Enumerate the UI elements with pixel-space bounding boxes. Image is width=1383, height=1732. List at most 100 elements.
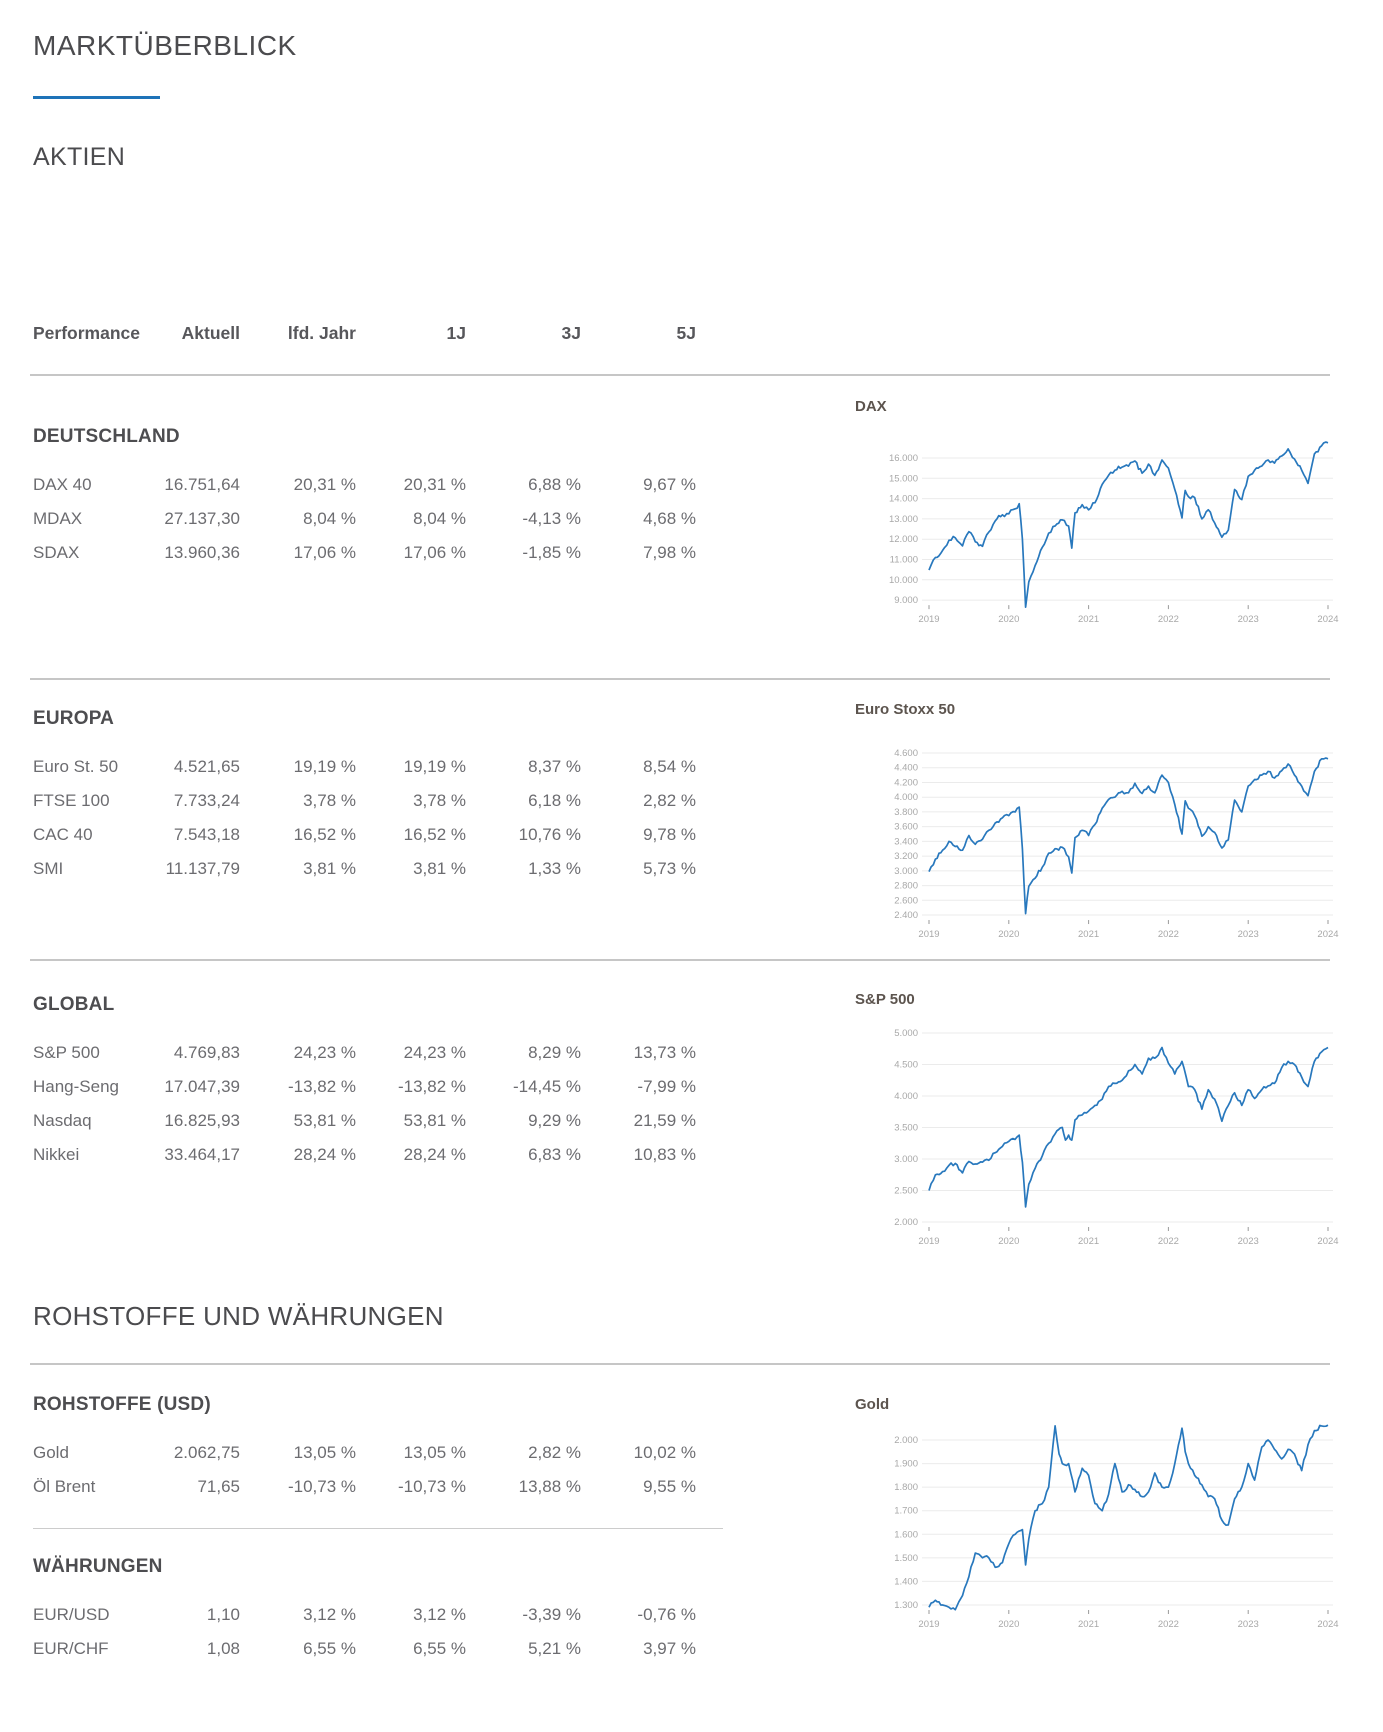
row-value: 10,76 % [518, 825, 581, 844]
svg-text:2.600: 2.600 [894, 895, 918, 906]
row-value: 16,52 % [293, 825, 356, 844]
svg-text:2024: 2024 [1317, 1619, 1338, 1630]
row-value: 16.825,93 [164, 1111, 240, 1130]
svg-text:2024: 2024 [1317, 614, 1338, 625]
header-performance: Performance [33, 323, 140, 343]
row-value: 9,78 % [643, 825, 696, 844]
row-value: 1,10 [206, 1605, 240, 1624]
svg-text:3.800: 3.800 [894, 807, 918, 818]
row-label: SMI [33, 859, 64, 878]
svg-text:1.500: 1.500 [894, 1553, 918, 1564]
row-label: DAX 40 [33, 475, 92, 494]
svg-text:2020: 2020 [998, 929, 1019, 940]
section-divider [30, 1363, 1330, 1365]
table-row: Nikkei 33.464,17 28,24 % 28,24 % 6,83 % 10,83… [33, 1138, 696, 1172]
table-row: Nasdaq 16.825,93 53,81 % 53,81 % 9,29 % 21,59… [33, 1104, 696, 1138]
row-value: 13,05 % [293, 1443, 356, 1462]
svg-text:2024: 2024 [1317, 929, 1338, 940]
row-label: Euro St. 50 [33, 757, 119, 776]
row-value: 16,52 % [403, 825, 466, 844]
svg-text:2019: 2019 [918, 929, 939, 940]
row-value: 27.137,30 [164, 509, 240, 528]
row-value: 6,18 % [528, 791, 581, 810]
svg-text:2022: 2022 [1158, 614, 1179, 625]
svg-text:2023: 2023 [1238, 1236, 1259, 1247]
chart-sp-500: S&P 500 5.000 4.500 4.000 3.500 3.000 2.500 2.… [855, 991, 1340, 1256]
row-value: 3,12 % [303, 1605, 356, 1624]
svg-text:1.900: 1.900 [894, 1459, 918, 1470]
row-value: 6,55 % [303, 1639, 356, 1658]
group-europa: EUROPA Euro St. 50 4.521,65 19,19 % 19,19 %… [33, 708, 696, 886]
row-value: -14,45 % [512, 1077, 581, 1096]
row-value: 3,78 % [303, 791, 356, 810]
row-value: 6,88 % [528, 475, 581, 494]
row-value: 5,21 % [528, 1639, 581, 1658]
table-row: SMI 11.137,79 3,81 % 3,81 % 1,33 % 5,73 % [33, 852, 696, 886]
row-value: 16.751,64 [164, 475, 240, 494]
svg-text:2.000: 2.000 [894, 1217, 918, 1228]
svg-text:4.000: 4.000 [894, 792, 918, 803]
row-value: -10,73 % [287, 1477, 356, 1496]
svg-text:1.800: 1.800 [894, 1482, 918, 1493]
svg-text:2020: 2020 [998, 1619, 1019, 1630]
svg-text:4.400: 4.400 [894, 763, 918, 774]
row-value: 8,04 % [413, 509, 466, 528]
row-value: 2,82 % [643, 791, 696, 810]
svg-text:2020: 2020 [998, 614, 1019, 625]
header-3j: 3J [561, 323, 581, 343]
row-value: 33.464,17 [164, 1145, 240, 1164]
row-value: 3,97 % [643, 1639, 696, 1658]
group-title: WÄHRUNGEN [33, 1556, 163, 1577]
row-value: 3,12 % [413, 1605, 466, 1624]
svg-text:13.000: 13.000 [889, 514, 918, 525]
row-label: MDAX [33, 509, 83, 528]
chart-title: Euro Stoxx 50 [855, 701, 956, 718]
table-row: DAX 40 16.751,64 20,31 % 20,31 % 6,88 % 9,67 … [33, 468, 696, 502]
table-rows: EUR/USD 1,10 3,12 % 3,12 % -3,39 % -0,76 % EUR… [33, 1598, 696, 1666]
table-row: Euro St. 50 4.521,65 19,19 % 19,19 % 8,37 % 8… [33, 750, 696, 784]
row-value: 13,88 % [518, 1477, 581, 1496]
row-value: 10,02 % [633, 1443, 696, 1462]
svg-text:11.000: 11.000 [890, 555, 918, 566]
table-rows: S&P 500 4.769,83 24,23 % 24,23 % 8,29 % 13,73… [33, 1036, 696, 1172]
row-label: FTSE 100 [33, 791, 110, 810]
svg-text:2020: 2020 [998, 1236, 1019, 1247]
svg-text:1.400: 1.400 [894, 1576, 918, 1587]
row-value: 8,37 % [528, 757, 581, 776]
svg-text:2022: 2022 [1158, 929, 1179, 940]
table-row: EUR/CHF 1,08 6,55 % 6,55 % 5,21 % 3,97 % [33, 1632, 696, 1666]
row-label: EUR/CHF [33, 1639, 109, 1658]
svg-text:2024: 2024 [1317, 1236, 1338, 1247]
table-row: Gold 2.062,75 13,05 % 13,05 % 2,82 % 10,02 % [33, 1436, 696, 1470]
group-deutschland: DEUTSCHLAND DAX 40 16.751,64 20,31 % 20,31 … [33, 426, 696, 570]
row-value: 53,81 % [293, 1111, 356, 1130]
svg-text:4.500: 4.500 [894, 1060, 918, 1071]
chart-title: DAX [855, 398, 887, 415]
chart-canvas-dax: 16.000 15.000 14.000 13.000 12.000 11.000 10.0… [889, 441, 1339, 625]
svg-text:2021: 2021 [1078, 1236, 1099, 1247]
group-title: EUROPA [33, 708, 115, 729]
svg-text:2.500: 2.500 [894, 1186, 918, 1197]
row-value: 8,29 % [528, 1043, 581, 1062]
aktien-heading: AKTIEN [33, 143, 126, 171]
svg-text:2.000: 2.000 [894, 1435, 918, 1446]
svg-text:5.000: 5.000 [894, 1028, 918, 1039]
row-value: 71,65 [197, 1477, 240, 1496]
subsection-divider [33, 1528, 723, 1529]
chart-gold: Gold 2.000 1.900 1.800 1.700 1.600 1.500 1.400… [855, 1396, 1340, 1639]
svg-text:2.800: 2.800 [894, 881, 918, 892]
table-header: Performance Aktuell lfd. Jahr 1J 3J 5J [33, 316, 696, 350]
row-value: 7,98 % [643, 543, 696, 562]
row-value: -10,73 % [397, 1477, 466, 1496]
row-value: -13,82 % [397, 1077, 466, 1096]
svg-text:2021: 2021 [1078, 1619, 1099, 1630]
row-value: 11.137,79 [165, 859, 240, 878]
svg-text:3.500: 3.500 [894, 1123, 918, 1134]
svg-text:2022: 2022 [1158, 1619, 1179, 1630]
svg-text:3.000: 3.000 [894, 1154, 918, 1165]
row-label: CAC 40 [33, 825, 93, 844]
row-value: 1,33 % [528, 859, 581, 878]
svg-text:2021: 2021 [1078, 614, 1099, 625]
row-value: 3,81 % [303, 859, 356, 878]
